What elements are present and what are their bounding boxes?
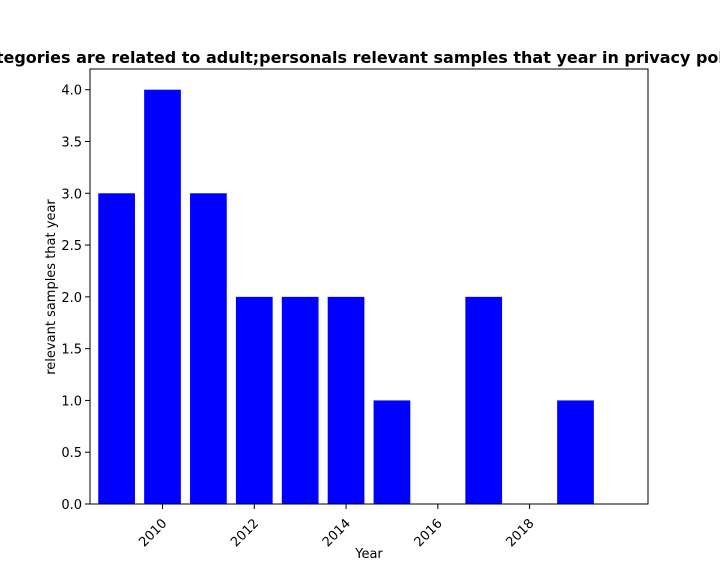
bar-2017: [465, 296, 503, 504]
bar-2015: [373, 400, 411, 504]
y-tick-label: 2.5: [61, 239, 82, 254]
bar-2014: [327, 296, 365, 504]
y-axis: 0.0 0.5 1.0 1.5 2.0 2.5 3.0 3.5 4.0: [61, 84, 90, 513]
chart-title: Categories are related to adult;personal…: [0, 48, 720, 67]
bars-group: [98, 89, 594, 505]
x-tick-label: 2012: [228, 516, 262, 550]
x-tick-label: 2018: [503, 516, 537, 550]
bar-2009: [98, 193, 135, 505]
y-tick-label: 1.0: [61, 394, 82, 409]
y-tick-label: 1.5: [61, 343, 82, 358]
bar-2019: [557, 400, 594, 504]
y-tick-label: 2.0: [61, 291, 82, 306]
y-axis-label: relevant samples that year: [44, 199, 59, 375]
x-tick-label: 2014: [320, 516, 354, 550]
plot-frame: [89, 68, 649, 505]
x-tick-label: 2016: [412, 516, 446, 550]
bar-2013: [281, 296, 319, 504]
bar-2010: [144, 89, 181, 504]
y-tick-label: 4.0: [61, 84, 82, 99]
bar-2012: [235, 296, 273, 504]
y-tick-label: 0.5: [61, 446, 82, 461]
bar-2011: [190, 193, 227, 505]
x-axis-label: Year: [354, 547, 383, 562]
x-tick-label: 2010: [136, 516, 170, 550]
y-tick-label: 0.0: [61, 498, 82, 513]
y-tick-label: 3.0: [61, 187, 82, 202]
x-axis: 2010 2012 2014 2016 2018: [136, 504, 537, 550]
y-tick-label: 3.5: [61, 136, 82, 151]
